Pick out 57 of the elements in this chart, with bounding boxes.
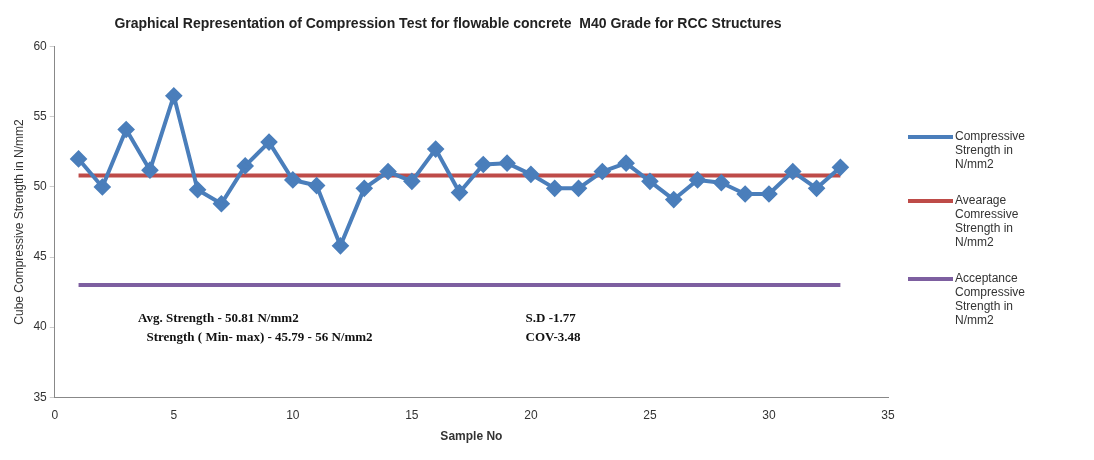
point bbox=[641, 173, 658, 190]
y-tick-label: 45 bbox=[33, 249, 48, 264]
chart-title: Graphical Representation of Compression Test for flowable concrete M40 Grade for RCC Structures bbox=[114, 15, 782, 32]
point bbox=[70, 150, 87, 167]
point bbox=[522, 166, 539, 183]
annotation: Strength ( Min- max) - 45.79 - 56 N/mm2 bbox=[146, 328, 373, 344]
x-tick-label: 15 bbox=[405, 407, 419, 422]
legend-label: Compressive Strength in N/mm2 bbox=[955, 129, 1027, 171]
point bbox=[94, 178, 111, 195]
point bbox=[618, 155, 635, 172]
legend-label: Avearage Comressive Strength in N/mm2 bbox=[955, 193, 1020, 249]
point bbox=[213, 195, 230, 212]
point bbox=[594, 163, 611, 180]
point bbox=[808, 180, 825, 197]
y-tick-label: 50 bbox=[33, 179, 48, 194]
point bbox=[403, 173, 420, 190]
point bbox=[380, 163, 397, 180]
x-tick-label: 0 bbox=[51, 407, 59, 422]
x-tick-label: 30 bbox=[762, 407, 776, 422]
y-tick-label: 55 bbox=[33, 109, 48, 124]
y-tick-label: 35 bbox=[33, 389, 48, 404]
point bbox=[832, 159, 849, 176]
legend-label: Acceptance Compressive Strength in N/mm2 bbox=[955, 271, 1027, 327]
x-tick-label: 5 bbox=[170, 407, 178, 422]
annotation: COV-3.48 bbox=[525, 328, 582, 344]
x-axis-title: Sample No bbox=[440, 429, 503, 444]
point bbox=[261, 134, 278, 151]
point bbox=[332, 237, 349, 254]
point bbox=[141, 162, 158, 179]
point bbox=[499, 155, 516, 172]
point bbox=[713, 174, 730, 191]
point bbox=[451, 184, 468, 201]
point bbox=[570, 180, 587, 197]
y-axis-title: Cube Compressive Strength in N/mm2 bbox=[11, 118, 26, 325]
point bbox=[760, 185, 777, 202]
point bbox=[356, 180, 373, 197]
annotation: Avg. Strength - 50.81 N/mm2 bbox=[138, 309, 299, 325]
x-tick-label: 10 bbox=[286, 407, 300, 422]
point bbox=[784, 163, 801, 180]
point bbox=[165, 87, 182, 104]
point bbox=[546, 180, 563, 197]
point bbox=[665, 191, 682, 208]
y-tick-label: 40 bbox=[33, 319, 48, 334]
y-tick-label: 60 bbox=[33, 39, 48, 54]
point bbox=[118, 121, 135, 138]
point bbox=[237, 157, 254, 174]
point bbox=[284, 171, 301, 188]
point bbox=[475, 156, 492, 173]
x-tick-label: 20 bbox=[524, 407, 538, 422]
point bbox=[689, 171, 706, 188]
point bbox=[308, 177, 325, 194]
point bbox=[189, 181, 206, 198]
annotation: S.D -1.77 bbox=[525, 309, 577, 325]
point bbox=[427, 141, 444, 158]
point bbox=[737, 185, 754, 202]
x-tick-label: 25 bbox=[643, 407, 657, 422]
x-tick-label: 35 bbox=[881, 407, 895, 422]
